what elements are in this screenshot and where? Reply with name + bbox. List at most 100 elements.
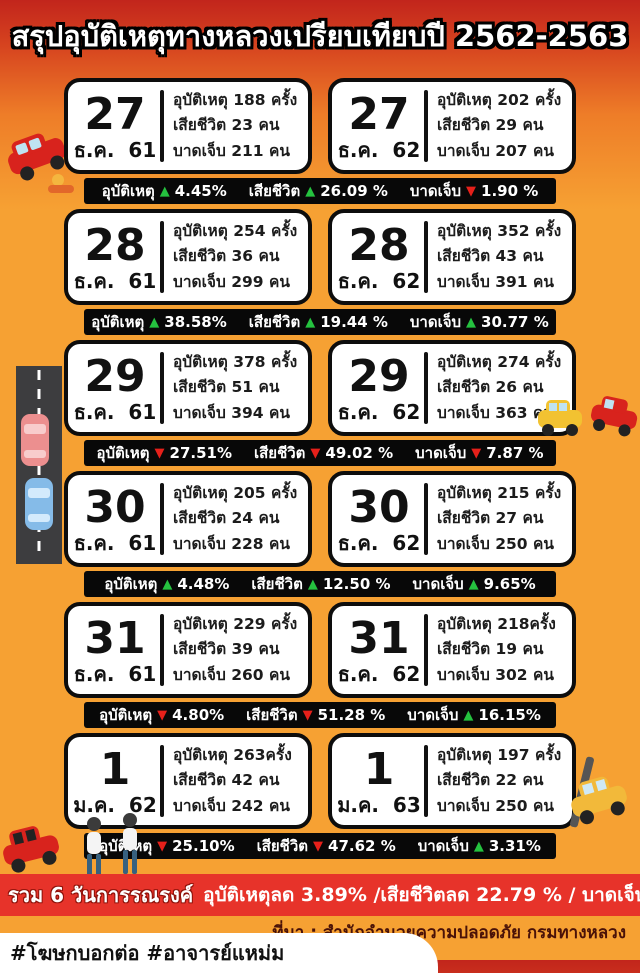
stats-block: อุบัติเหตุ 215 ครั้ง เสียชีวิต 27 คน บาด… xyxy=(437,481,566,556)
accidents-stat: อุบัติเหตุ 218ครั้ง xyxy=(437,615,556,634)
trend-triangle-icon: ▼ xyxy=(310,445,321,461)
change-value: 3.31% xyxy=(488,837,541,855)
comparison-bar: อุบัติเหตุ ▼ 25.10% เสียชีวิต ▼ 47.62 % … xyxy=(84,833,556,859)
accidents-stat: อุบัติเหตุ 352 ครั้ง xyxy=(437,222,562,241)
trend-triangle-icon: ▼ xyxy=(313,838,324,854)
trend-triangle-icon: ▲ xyxy=(468,576,479,592)
card-divider xyxy=(424,221,428,293)
change-value: 4.48% xyxy=(177,575,230,593)
accidents-change: อุบัติเหตุ ▲ 4.45% xyxy=(102,179,227,203)
date-block: 27 ธ.ค. 61 xyxy=(70,92,160,160)
accidents-stat: อุบัติเหตุ 205 ครั้ง xyxy=(173,484,298,503)
car-pole-crash-icon xyxy=(548,752,636,836)
date-month-year: ธ.ค. 61 xyxy=(73,661,157,686)
stat-card-previous-year: 28 ธ.ค. 61 อุบัติเหตุ 254 ครั้ง เสียชีวิ… xyxy=(64,209,312,305)
card-pair: 31 ธ.ค. 61 อุบัติเหตุ 229 ครั้ง เสียชีวิ… xyxy=(64,602,576,698)
stats-block: อุบัติเหตุ 202 ครั้ง เสียชีวิต 29 คน บาด… xyxy=(437,88,566,163)
accidents-change: อุบัติเหตุ ▲ 4.48% xyxy=(104,572,229,596)
comparison-bar: อุบัติเหตุ ▲ 4.45% เสียชีวิต ▲ 26.09 % บ… xyxy=(84,178,556,204)
change-label: บาดเจ็บ xyxy=(417,837,469,855)
comparison-bar: อุบัติเหตุ ▲ 38.58% เสียชีวิต ▲ 19.44 % … xyxy=(84,309,556,335)
card-divider xyxy=(160,483,164,555)
trend-triangle-icon: ▲ xyxy=(305,314,316,330)
deaths-stat: เสียชีวิต 27 คน xyxy=(437,509,544,528)
day-comparison-row: 31 ธ.ค. 61 อุบัติเหตุ 229 ครั้ง เสียชีวิ… xyxy=(64,602,576,728)
deaths-change: เสียชีวิต ▼ 49.02 % xyxy=(254,441,393,465)
stats-block: อุบัติเหตุ 229 ครั้ง เสียชีวิต 39 คน บาด… xyxy=(173,612,302,687)
change-label: เสียชีวิต xyxy=(246,706,298,724)
change-value: 19.44 % xyxy=(320,313,388,331)
deaths-stat: เสียชีวิต 43 คน xyxy=(437,247,544,266)
change-value: 4.80% xyxy=(172,706,225,724)
accidents-change: อุบัติเหตุ ▲ 38.58% xyxy=(91,310,227,334)
card-divider xyxy=(424,90,428,162)
change-value: 25.10% xyxy=(172,837,235,855)
injuries-stat: บาดเจ็บ 242 คน xyxy=(173,796,290,815)
trend-triangle-icon: ▲ xyxy=(473,838,484,854)
deaths-stat: เสียชีวิต 19 คน xyxy=(437,640,544,659)
date-month-year: ธ.ค. 62 xyxy=(337,137,421,162)
trend-triangle-icon: ▲ xyxy=(162,576,173,592)
crashed-car-top-left-icon xyxy=(0,116,84,200)
date-block: 29 ธ.ค. 62 xyxy=(334,350,424,422)
injuries-change: บาดเจ็บ ▲ 30.77 % xyxy=(410,310,549,334)
date-month-year: ธ.ค. 61 xyxy=(73,530,157,555)
stat-card-current-year: 31 ธ.ค. 62 อุบัติเหตุ 218ครั้ง เสียชีวิต… xyxy=(328,602,576,698)
date-day: 30 xyxy=(348,481,410,533)
injuries-stat: บาดเจ็บ 302 คน xyxy=(437,665,554,684)
date-month-year: ธ.ค. 62 xyxy=(337,661,421,686)
stats-block: อุบัติเหตุ 197 ครั้ง เสียชีวิต 22 คน บาด… xyxy=(437,743,566,818)
trend-triangle-icon: ▲ xyxy=(463,707,474,723)
summary-banner: รวม 6 วันการรณรงค์ อุบัติเหตุลด 3.89% /เ… xyxy=(0,874,640,916)
injuries-stat: บาดเจ็บ 211 คน xyxy=(173,141,290,160)
change-label: อุบัติเหตุ xyxy=(99,706,153,724)
date-day: 29 xyxy=(84,350,146,402)
date-day: 27 xyxy=(348,88,410,140)
stat-card-previous-year: 29 ธ.ค. 61 อุบัติเหตุ 378 ครั้ง เสียชีวิ… xyxy=(64,340,312,436)
change-value: 38.58% xyxy=(164,313,227,331)
deaths-stat: เสียชีวิต 51 คน xyxy=(173,378,280,397)
trend-triangle-icon: ▼ xyxy=(154,445,165,461)
change-value: 26.09 % xyxy=(320,182,388,200)
change-label: เสียชีวิต xyxy=(256,837,309,855)
injuries-change: บาดเจ็บ ▲ 9.65% xyxy=(413,572,536,596)
injuries-change: บาดเจ็บ ▲ 3.31% xyxy=(418,834,541,858)
injuries-stat: บาดเจ็บ 391 คน xyxy=(437,272,554,291)
change-label: เสียชีวิต xyxy=(248,182,301,200)
header: สรุปอุบัติเหตุทางหลวงเปรียบเทียบปี 2562-… xyxy=(0,0,640,72)
card-pair: 1 ม.ค. 62 อุบัติเหตุ 263ครั้ง เสียชีวิต … xyxy=(64,733,576,829)
date-day: 28 xyxy=(348,219,410,271)
deaths-stat: เสียชีวิต 39 คน xyxy=(173,640,280,659)
trend-triangle-icon: ▼ xyxy=(466,183,477,199)
deaths-stat: เสียชีวิต 42 คน xyxy=(173,771,280,790)
stat-card-current-year: 27 ธ.ค. 62 อุบัติเหตุ 202 ครั้ง เสียชีวิ… xyxy=(328,78,576,174)
deaths-change: เสียชีวิต ▲ 12.50 % xyxy=(251,572,390,596)
car-collision-icon xyxy=(536,392,640,444)
date-month-year: ธ.ค. 61 xyxy=(73,268,157,293)
change-value: 49.02 % xyxy=(325,444,394,462)
date-day: 30 xyxy=(84,481,146,533)
date-day: 29 xyxy=(348,350,410,402)
change-label: บาดเจ็บ xyxy=(412,575,464,593)
deaths-stat: เสียชีวิต 26 คน xyxy=(437,378,544,397)
injuries-stat: บาดเจ็บ 260 คน xyxy=(173,665,290,684)
date-block: 31 ธ.ค. 61 xyxy=(70,616,160,686)
change-label: อุบัติเหตุ xyxy=(91,313,145,331)
day-comparison-row: 27 ธ.ค. 61 อุบัติเหตุ 188 ครั้ง เสียชีวิ… xyxy=(64,78,576,204)
card-divider xyxy=(424,483,428,555)
stats-block: อุบัติเหตุ 254 ครั้ง เสียชีวิต 36 คน บาด… xyxy=(173,219,302,294)
stats-block: อุบัติเหตุ 352 ครั้ง เสียชีวิต 43 คน บาด… xyxy=(437,219,566,294)
accidents-stat: อุบัติเหตุ 274 ครั้ง xyxy=(437,353,562,372)
trend-triangle-icon: ▲ xyxy=(149,314,160,330)
card-pair: 29 ธ.ค. 61 อุบัติเหตุ 378 ครั้ง เสียชีวิ… xyxy=(64,340,576,436)
summary-text: อุบัติเหตุลด 3.89% /เสียชีวิตลด 22.79 % … xyxy=(203,884,640,906)
stats-block: อุบัติเหตุ 218ครั้ง เสียชีวิต 19 คน บาดเ… xyxy=(437,612,566,687)
accidents-stat: อุบัติเหตุ 229 ครั้ง xyxy=(173,615,298,634)
card-divider xyxy=(160,352,164,424)
change-label: บาดเจ็บ xyxy=(409,182,462,200)
deaths-stat: เสียชีวิต 22 คน xyxy=(437,771,544,790)
date-block: 27 ธ.ค. 62 xyxy=(334,88,424,162)
card-pair: 28 ธ.ค. 61 อุบัติเหตุ 254 ครั้ง เสียชีวิ… xyxy=(64,209,576,305)
card-divider xyxy=(160,90,164,162)
accidents-stat: อุบัติเหตุ 202 ครั้ง xyxy=(437,91,562,110)
